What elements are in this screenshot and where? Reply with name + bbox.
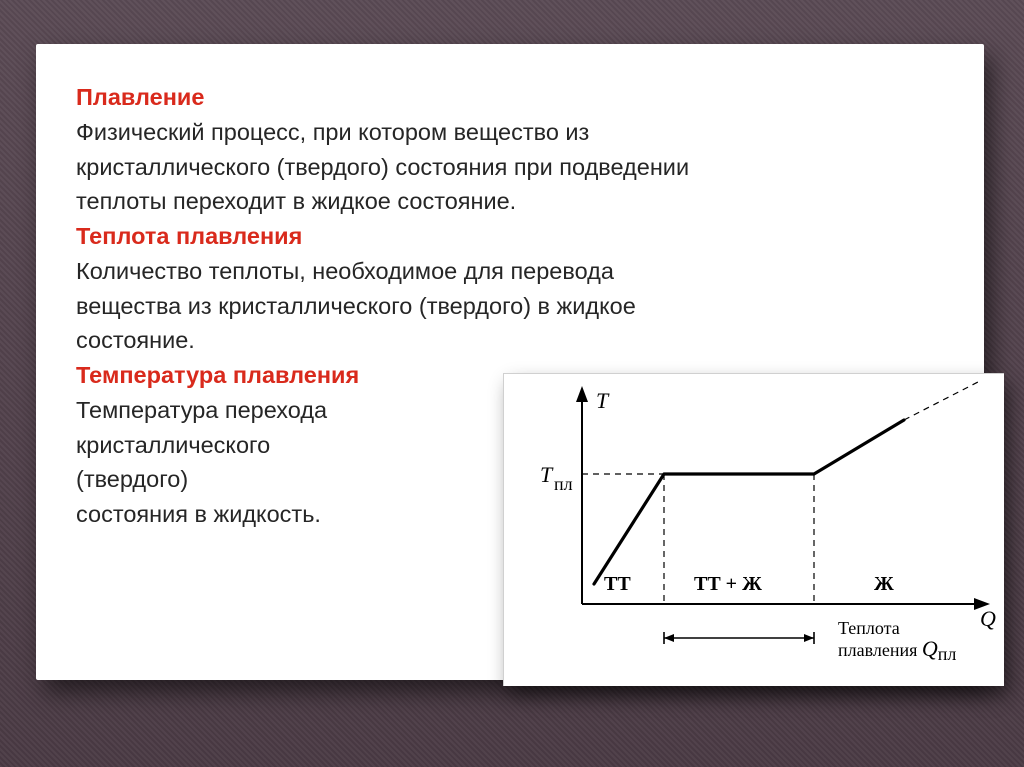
y-tick-tpl: T пл — [540, 462, 573, 494]
content-card: Плавление Физический процесс, при которо… — [36, 44, 984, 680]
y-axis-label: T — [596, 388, 610, 413]
chart-caption-l1: Теплота — [838, 618, 900, 638]
para2-line1: Количество теплоты, необходимое для пере… — [76, 254, 944, 289]
x-axis-label: Q — [980, 606, 996, 631]
heat-span-bracket — [664, 632, 814, 644]
svg-text:пл: пл — [554, 474, 573, 494]
chart-svg: T T пл ТТ ТТ + Ж Ж Q Теплота плавления Q… — [504, 374, 1004, 686]
heading-melting: Плавление — [76, 80, 944, 115]
para1-line3: теплоты переходит в жидкое состояние. — [76, 184, 944, 219]
para1-line1: Физический процесс, при котором вещество… — [76, 115, 944, 150]
axes — [576, 386, 990, 610]
dashed-guides — [582, 382, 978, 604]
chart-caption-l2: плавления Qпл — [838, 636, 956, 664]
para2-line2: вещества из кристаллического (твердого) … — [76, 289, 944, 324]
melting-curve — [594, 420, 904, 584]
melting-chart: T T пл ТТ ТТ + Ж Ж Q Теплота плавления Q… — [503, 373, 1004, 686]
heading-heat-of-fusion: Теплота плавления — [76, 219, 944, 254]
region-label-solid: ТТ — [604, 573, 631, 595]
para1-line2: кристаллического (твердого) состояния пр… — [76, 150, 944, 185]
slide-background: Плавление Физический процесс, при которо… — [0, 0, 1024, 767]
region-label-liquid: Ж — [874, 573, 894, 595]
svg-text:T: T — [540, 462, 554, 487]
para2-line3: состояние. — [76, 323, 944, 358]
region-label-mixed: ТТ + Ж — [694, 573, 762, 595]
